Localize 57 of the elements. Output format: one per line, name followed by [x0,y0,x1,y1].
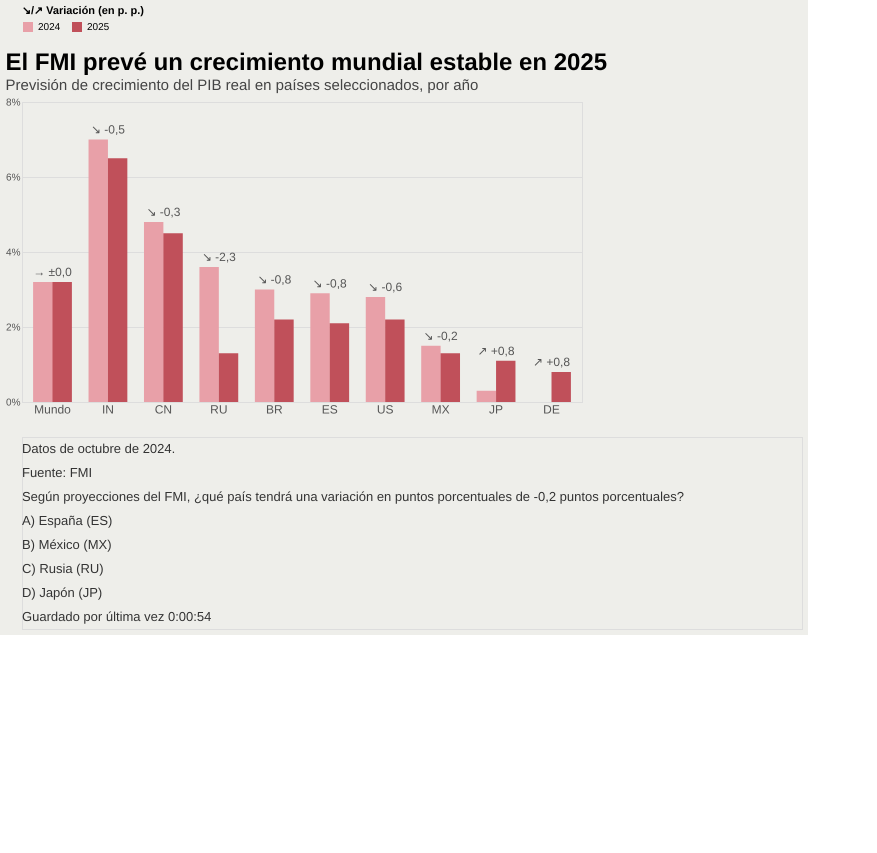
x-tick-label: Mundo [34,402,72,416]
x-tick-label: CN [154,402,172,416]
bar [330,323,350,402]
bar [274,320,294,402]
bar [496,360,516,402]
bar [440,353,460,402]
source-note: Fuente: FMI [22,465,92,480]
y-tick-label: 8% [6,98,21,108]
x-tick-label: BR [266,402,283,416]
bar [254,290,274,402]
legend-title: ↘/↗ Variación (en p. p.) [22,5,144,17]
annotation: ↘ -0,6 [368,280,402,294]
annotation: ↗ +0,8 [478,344,515,358]
y-tick-label: 6% [6,172,21,184]
bar [218,353,238,402]
bar [144,222,164,402]
text: D) Japón (JP) [22,585,102,600]
bar [421,346,441,402]
x-tick-label: JP [489,402,504,416]
chart-subtitle: Previsión de crecimiento del PIB real en países seleccionados, por año [6,77,478,94]
bar [88,140,108,402]
x-tick-label: MX [432,402,450,416]
text: B) México (MX) [22,537,112,552]
bar [310,293,330,402]
annotation: ↘ -0,2 [424,328,458,343]
legend-label: 2025 [87,22,110,33]
bar [552,372,571,402]
text: Guardado por última vez 0:00:54 [22,609,212,624]
bar [163,233,183,402]
x-tick-label: RU [210,402,228,416]
text: Según proyecciones del FMI, ¿qué país tendrá una variación en puntos porcentuales de -0,2 puntos porcentuales? [22,489,684,504]
annotation: ↗ +0,8 [532,355,570,369]
bar [108,158,128,402]
annotation: ↘ -2,3 [202,250,236,264]
bar [199,267,219,402]
bar [33,282,52,402]
x-tick-label: DE [543,402,560,416]
x-tick-label: IN [102,402,114,416]
bar [366,297,386,402]
bar [385,320,405,402]
annotation: ↘ -0,8 [257,272,292,286]
x-tick-label: ES [322,402,338,416]
y-tick-label: 4% [6,248,21,258]
x-tick-label: US [376,402,394,416]
text: A) España (ES) [22,513,112,528]
y-tick-label: 0% [6,398,21,408]
text: C) Rusia (RU) [22,561,104,576]
chart-title: El FMI prevé un crecimiento mundial estable en 2025 [6,49,608,76]
bar [52,282,72,402]
y-tick-label: 2% [6,322,21,334]
legend-label: 2024 [38,22,61,33]
annotation: → ±0,0 [33,265,72,279]
text: Datos de octubre de 2024. [22,441,176,456]
bar [476,390,496,402]
annotation: ↘ -0,8 [312,276,348,290]
annotation: ↘ -0,3 [146,205,181,219]
annotation: ↘ -0,5 [90,122,126,136]
